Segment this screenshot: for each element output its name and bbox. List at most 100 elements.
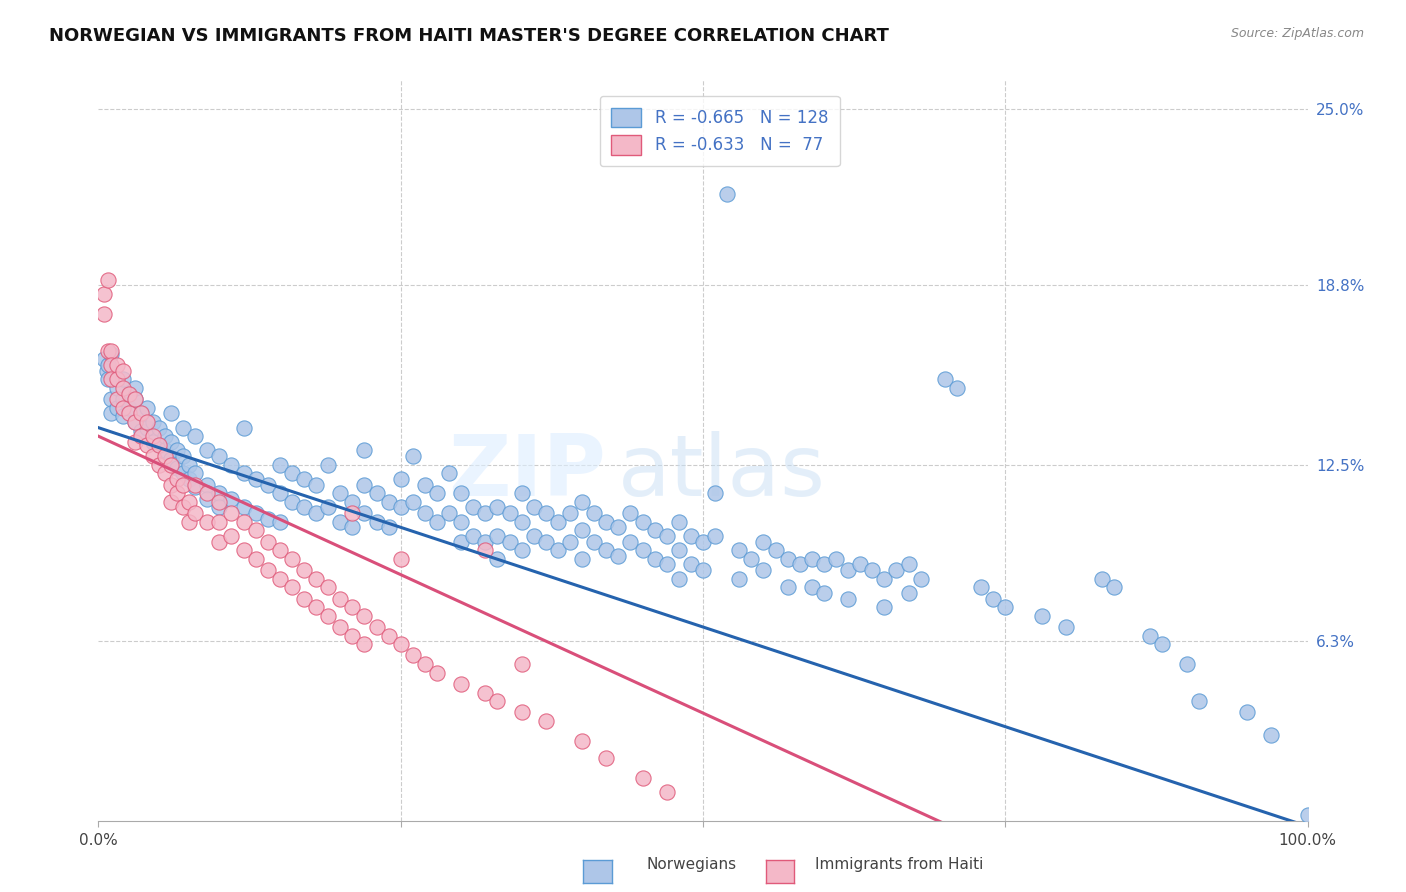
Point xyxy=(523,500,546,515)
Point xyxy=(1175,657,1198,671)
Point xyxy=(111,392,134,407)
Point xyxy=(316,458,339,472)
Point xyxy=(558,534,581,549)
Point xyxy=(184,477,207,491)
Point xyxy=(124,392,146,407)
Point xyxy=(111,372,134,386)
Point xyxy=(668,543,690,558)
Point xyxy=(873,572,896,586)
Text: atlas: atlas xyxy=(619,431,827,514)
Point xyxy=(813,586,835,600)
Point xyxy=(184,467,207,481)
Point xyxy=(124,434,146,449)
Point xyxy=(437,506,460,520)
Point xyxy=(716,187,738,202)
Point xyxy=(547,515,569,529)
Point xyxy=(377,628,399,642)
Point xyxy=(93,352,115,367)
Point xyxy=(142,434,165,449)
Point xyxy=(195,486,218,500)
Point xyxy=(129,407,152,421)
Point xyxy=(994,600,1017,615)
Point xyxy=(166,486,188,500)
Point xyxy=(129,429,152,443)
Point xyxy=(153,429,176,443)
Point xyxy=(752,563,775,577)
Point xyxy=(1188,694,1211,708)
Point xyxy=(111,381,134,395)
Point xyxy=(100,372,122,386)
Point xyxy=(486,694,509,708)
Point xyxy=(353,443,375,458)
Point xyxy=(305,477,328,491)
Point xyxy=(135,415,157,429)
Point xyxy=(595,751,617,765)
Point xyxy=(148,420,170,434)
Point xyxy=(135,438,157,452)
Point xyxy=(619,506,641,520)
Point xyxy=(498,506,520,520)
Point xyxy=(910,572,932,586)
Point xyxy=(305,600,328,615)
Text: ZIP: ZIP xyxy=(449,431,606,514)
Point xyxy=(142,415,165,429)
Point xyxy=(153,443,176,458)
Point xyxy=(474,685,496,699)
Point xyxy=(292,500,315,515)
Point xyxy=(105,392,128,407)
Point xyxy=(329,515,352,529)
Point xyxy=(474,543,496,558)
Point xyxy=(679,529,702,543)
Point xyxy=(800,551,823,566)
Point xyxy=(232,467,254,481)
Point xyxy=(523,529,546,543)
Point xyxy=(195,491,218,506)
Point xyxy=(166,472,188,486)
Point xyxy=(305,572,328,586)
Point xyxy=(245,472,267,486)
Point xyxy=(153,449,176,463)
Point xyxy=(195,443,218,458)
Point xyxy=(148,438,170,452)
Point xyxy=(353,506,375,520)
Point xyxy=(124,392,146,407)
Point xyxy=(135,420,157,434)
Point xyxy=(100,346,122,360)
Point xyxy=(124,415,146,429)
Point xyxy=(100,343,122,358)
Point xyxy=(692,534,714,549)
Point xyxy=(946,381,969,395)
Point xyxy=(450,515,472,529)
Point xyxy=(172,420,194,434)
Text: Immigrants from Haiti: Immigrants from Haiti xyxy=(815,857,984,872)
Point xyxy=(389,500,412,515)
Point xyxy=(256,512,278,526)
Point xyxy=(1054,620,1077,634)
Point xyxy=(281,580,304,594)
Point xyxy=(329,486,352,500)
Point xyxy=(655,785,678,799)
Point xyxy=(342,628,364,642)
Point xyxy=(644,551,666,566)
Text: Source: ZipAtlas.com: Source: ZipAtlas.com xyxy=(1230,27,1364,40)
Point xyxy=(221,458,243,472)
Point xyxy=(93,307,115,321)
Point xyxy=(269,543,291,558)
Text: NORWEGIAN VS IMMIGRANTS FROM HAITI MASTER'S DEGREE CORRELATION CHART: NORWEGIAN VS IMMIGRANTS FROM HAITI MASTE… xyxy=(49,27,889,45)
Point xyxy=(142,449,165,463)
Point xyxy=(281,551,304,566)
Point xyxy=(148,438,170,452)
Point xyxy=(172,449,194,463)
Point xyxy=(105,401,128,415)
Point xyxy=(160,458,183,472)
Point xyxy=(160,407,183,421)
Point xyxy=(426,515,449,529)
Point xyxy=(353,477,375,491)
Point xyxy=(389,472,412,486)
Point xyxy=(256,563,278,577)
Point xyxy=(208,500,231,515)
Point xyxy=(232,500,254,515)
Point xyxy=(789,558,811,572)
Point xyxy=(129,424,152,438)
Point xyxy=(776,551,799,566)
